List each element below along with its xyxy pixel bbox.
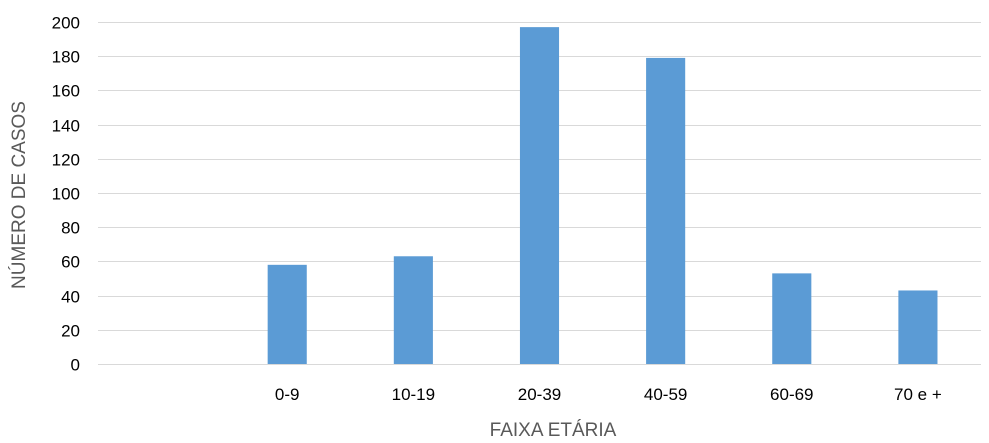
y-tick-label: 140 xyxy=(52,117,80,136)
y-tick-label: 40 xyxy=(61,288,80,307)
x-tick-label: 40-59 xyxy=(644,385,687,404)
y-axis-title: NÚMERO DE CASOS xyxy=(8,101,30,289)
bar-70 e + xyxy=(898,290,938,364)
bars xyxy=(267,27,938,364)
bar-0-9 xyxy=(267,264,307,364)
y-tick-label: 60 xyxy=(61,253,80,272)
y-tick-label: 200 xyxy=(52,14,80,33)
x-tick-label: 20-39 xyxy=(518,385,561,404)
x-tick-label: 70 e + xyxy=(894,385,942,404)
y-tick-label: 120 xyxy=(52,151,80,170)
x-tick-label: 60-69 xyxy=(770,385,813,404)
y-tick-label: 100 xyxy=(52,185,80,204)
y-tick-label: 20 xyxy=(61,322,80,341)
bar-60-69 xyxy=(772,273,812,364)
x-tick-label: 10-19 xyxy=(392,385,435,404)
y-axis-ticks: 0 20 40 60 80 100 120 140 160 180 200 xyxy=(52,14,80,375)
y-tick-label: 0 xyxy=(71,356,80,375)
x-axis-ticks: 0-9 10-19 20-39 40-59 60-69 70 e + xyxy=(275,385,942,404)
bar-10-19 xyxy=(393,256,433,364)
y-tick-label: 180 xyxy=(52,48,80,67)
bar-20-39 xyxy=(519,27,560,364)
y-tick-label: 160 xyxy=(52,82,80,101)
y-tick-label: 80 xyxy=(61,219,80,238)
x-axis-title: FAIXA ETÁRIA xyxy=(490,420,617,441)
x-tick-label: 0-9 xyxy=(275,385,300,404)
bar-40-59 xyxy=(646,57,686,364)
